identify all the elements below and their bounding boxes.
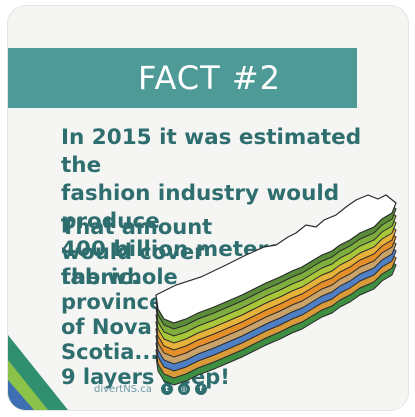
comparison-line: the whole province: [61, 265, 178, 314]
headline-line: fashion industry would produce: [61, 181, 340, 234]
map-layers: [155, 194, 397, 386]
corner-decoration: [8, 335, 68, 410]
footer: divertNS.ca t ◎ f: [94, 380, 207, 398]
map-top-layer: [155, 194, 397, 324]
fact-title: FACT #2: [137, 59, 282, 97]
fact-headline: In 2015 it was estimated the fashion ind…: [61, 124, 391, 292]
instagram-icon[interactable]: ◎: [177, 383, 190, 395]
fact-card: FACT #2 In 2015 it was estimated the fas…: [8, 6, 408, 410]
footer-website[interactable]: divertNS.ca: [94, 383, 152, 395]
facebook-icon[interactable]: f: [194, 383, 207, 395]
nova-scotia-layered-map: [155, 194, 397, 386]
comparison-line: of Nova Scotia...: [61, 315, 159, 364]
headline-line: In 2015 it was estimated the: [61, 125, 362, 178]
comparison-line: That amount would cover: [61, 215, 213, 264]
fact-banner: FACT #2: [8, 48, 357, 108]
twitter-icon[interactable]: t: [160, 383, 173, 395]
